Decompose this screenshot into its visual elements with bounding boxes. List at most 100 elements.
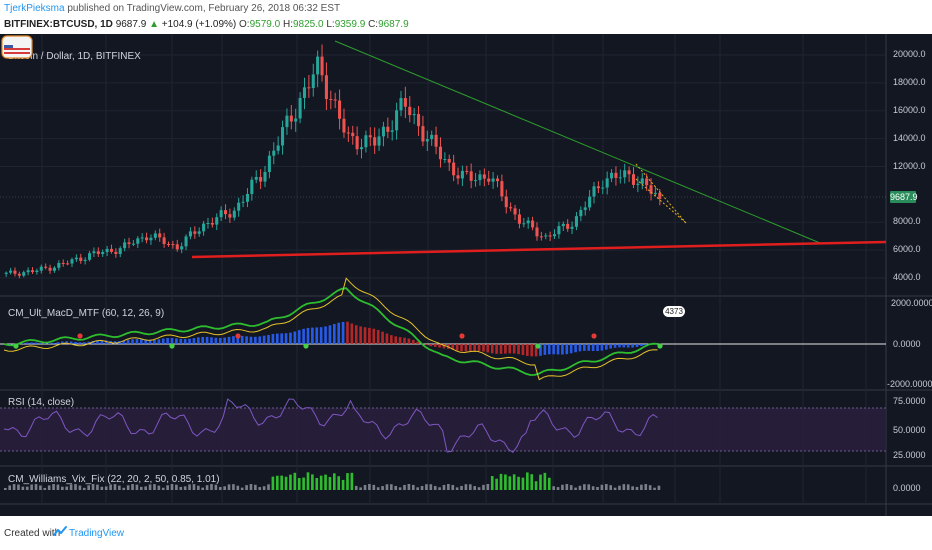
vix-bar (311, 474, 314, 490)
macd-bar (293, 331, 297, 344)
candle-body (526, 220, 530, 224)
macd-bar (455, 344, 459, 351)
candle-body (645, 178, 649, 186)
vix-bar (302, 477, 305, 490)
chart-area[interactable]: Bitcoin / Dollar, 1D, BITFINEX CM_Ult_Ma… (0, 34, 932, 548)
vix-bar (626, 484, 630, 490)
candle-body (210, 222, 214, 225)
vix-bar (104, 486, 108, 490)
candle-body (557, 226, 561, 235)
change-up-icon: ▲ (149, 19, 159, 30)
candle-body (474, 180, 478, 182)
macd-bar (91, 340, 95, 344)
vix-bar (604, 484, 608, 490)
publish-info: TjerkPieksma published on TradingView.co… (4, 3, 340, 14)
vix-bar (214, 484, 218, 490)
rsi-title[interactable]: RSI (14, close) (8, 397, 75, 408)
vix-bar (236, 485, 240, 490)
tradingview-logo-icon[interactable] (53, 525, 67, 539)
macd-bar (126, 339, 130, 344)
candle-body (254, 176, 258, 180)
candle-body (4, 272, 8, 274)
created-with-text: Created with (4, 528, 61, 539)
vix-bar (148, 484, 152, 490)
macd-bar (61, 341, 64, 344)
vix-title[interactable]: CM_Williams_Vix_Fix (22, 20, 2, 50, 0.85… (8, 474, 220, 485)
candle-body (307, 87, 311, 89)
vix-bar (653, 487, 656, 490)
vix-bar (96, 484, 99, 490)
candle-body (188, 231, 192, 237)
rsi-axis-label: 75.0000 (893, 396, 926, 406)
macd-bar (398, 337, 402, 344)
vix-bar (583, 484, 586, 490)
macd-bar (289, 332, 292, 344)
vix-bar (179, 486, 183, 490)
vix-bar (175, 484, 178, 490)
vix-bar (324, 474, 327, 490)
candle-body (447, 159, 451, 163)
candle-body (289, 115, 293, 122)
vix-bar (644, 484, 648, 490)
vix-bar (504, 474, 507, 490)
resistance-trendline[interactable] (334, 40, 821, 244)
candle-body (114, 251, 118, 254)
vix-bar (539, 474, 542, 490)
candle-body (96, 251, 100, 254)
open-value: 9579.0 (249, 19, 281, 30)
wedge-line-lower[interactable] (635, 178, 687, 224)
vix-bar (131, 484, 134, 490)
idea-count-badge[interactable]: 4373 (663, 306, 685, 317)
candle-body (92, 251, 96, 254)
vix-bar (157, 485, 161, 490)
candle-body (127, 242, 131, 244)
chart-canvas[interactable] (0, 34, 932, 516)
candle-body (359, 147, 364, 150)
price-tag: 9687.9 (890, 191, 918, 203)
candle-body (302, 87, 307, 98)
candle-body (272, 150, 276, 156)
candle-body (232, 210, 236, 218)
macd-signal-line (3, 277, 658, 381)
vix-bar (21, 486, 25, 490)
low-value: 9359.9 (334, 19, 366, 30)
candle-body (193, 231, 197, 234)
candle-body (443, 159, 447, 161)
candle-body (166, 244, 171, 246)
vix-bar (39, 485, 42, 490)
macd-bar (547, 344, 551, 355)
macd-title[interactable]: CM_Ult_MacD_MTF (60, 12, 26, 9) (8, 308, 165, 319)
candle-body (399, 98, 403, 111)
macd-cross-marker (535, 343, 541, 349)
candle-body (109, 248, 114, 252)
vix-bar (328, 476, 332, 490)
author-link[interactable]: TjerkPieksma (4, 3, 65, 14)
macd-bar (609, 344, 612, 349)
macd-bar (552, 344, 555, 355)
vix-bar (591, 486, 595, 490)
vix-bar (376, 487, 380, 490)
vix-bar (600, 484, 604, 490)
candle-body (281, 127, 285, 146)
vix-bar (232, 484, 235, 490)
macd-bar (328, 325, 332, 344)
candle-body (478, 174, 482, 181)
candle-body (561, 223, 565, 227)
macd-bar (381, 331, 384, 344)
candle-body (588, 196, 592, 208)
candle-body (614, 172, 618, 178)
macd-cross-marker (591, 333, 597, 339)
tradingview-brand[interactable]: TradingView (69, 528, 125, 539)
candle-body (83, 259, 87, 261)
vix-bar (271, 476, 275, 490)
macd-bar (407, 338, 411, 344)
candle-body (566, 223, 570, 229)
candle-body (219, 210, 223, 218)
vix-bar (429, 484, 433, 490)
flag-icon[interactable] (0, 34, 34, 60)
macd-bar (319, 327, 323, 344)
candle-body (421, 126, 425, 142)
support-trendline[interactable] (191, 240, 887, 259)
wedge-line-upper[interactable] (635, 163, 687, 224)
macd-bar (104, 340, 108, 344)
